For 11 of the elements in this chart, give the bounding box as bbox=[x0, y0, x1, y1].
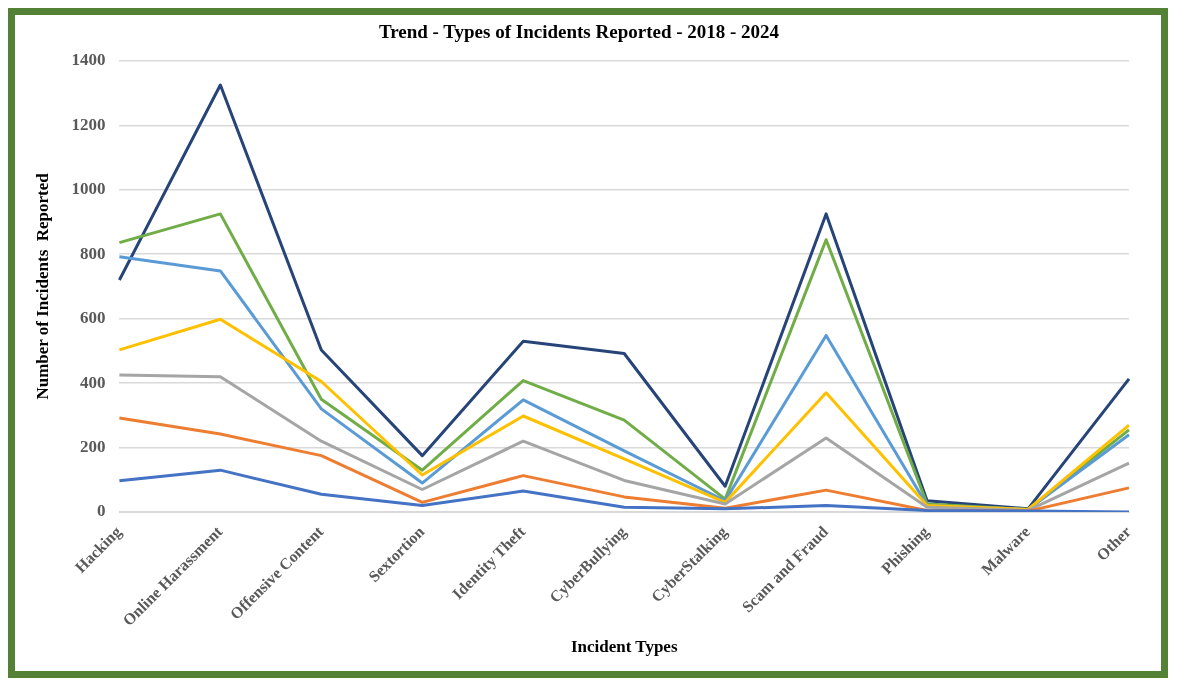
y-tick-label: 600 bbox=[79, 308, 106, 328]
chart-title: Trend - Types of Incidents Reported - 2018 - 2024 bbox=[378, 21, 780, 43]
y-tick-label: 1000 bbox=[71, 179, 106, 199]
y-tick-label: 200 bbox=[79, 436, 106, 456]
y-tick-label: 1200 bbox=[71, 114, 106, 134]
y-tick-label: 800 bbox=[79, 243, 106, 263]
y-tick-label: 0 bbox=[96, 501, 106, 521]
x-axis-title: Incident Types bbox=[570, 637, 678, 657]
y-tick-label: 400 bbox=[79, 372, 106, 392]
y-axis-title: Number of Incidents Reported bbox=[32, 172, 52, 400]
y-tick-label: 1400 bbox=[71, 50, 106, 70]
